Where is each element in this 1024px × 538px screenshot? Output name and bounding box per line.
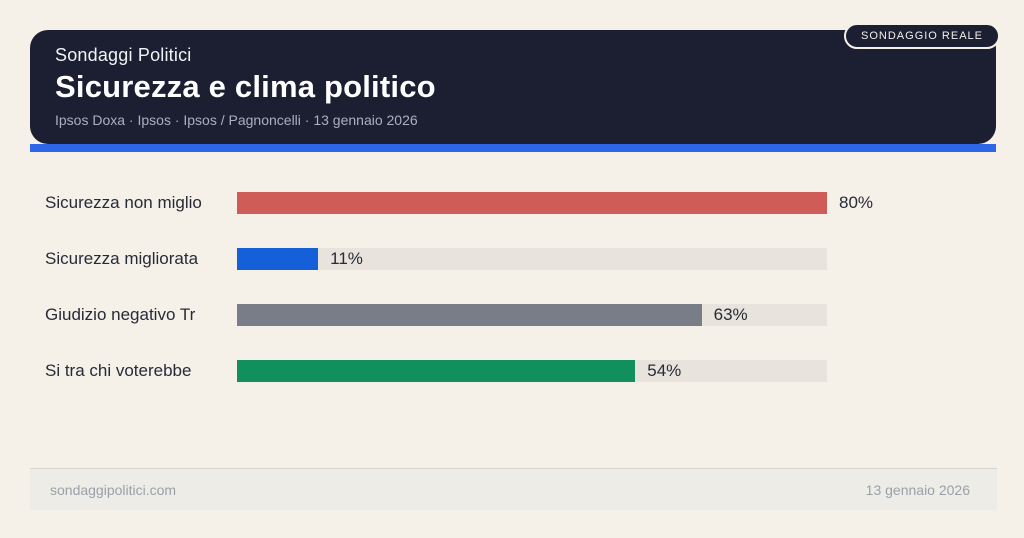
footer-bar: sondaggipolitici.com 13 gennaio 2026	[30, 468, 997, 510]
accent-divider	[30, 144, 996, 152]
bar-fill	[237, 248, 319, 270]
bar-chart: Sicurezza non miglio 80% Sicurezza migli…	[45, 192, 873, 382]
bar-track: 11%	[237, 248, 827, 270]
bar-track: 80%	[237, 192, 873, 214]
bar-value: 54%	[647, 361, 682, 380]
bar-fill	[237, 304, 702, 326]
bar-track: 54%	[237, 360, 827, 382]
bar-label: Giudizio negativo Tr	[45, 305, 196, 324]
bar-label: Sicurezza migliorata	[45, 249, 199, 268]
bar-track: 63%	[237, 304, 827, 326]
bar-fill	[237, 192, 827, 214]
bar-value: 63%	[713, 305, 748, 324]
brand-kicker: Sondaggi Politici	[55, 45, 192, 65]
bar-fill	[237, 360, 636, 382]
bar-row: Sicurezza migliorata 11%	[45, 248, 827, 270]
bar-value: 11%	[330, 249, 363, 268]
footer-site: sondaggipolitici.com	[50, 481, 177, 498]
bar-row: Giudizio negativo Tr 63%	[45, 304, 827, 326]
footer-date: 13 gennaio 2026	[865, 481, 970, 498]
bar-row: Si tra chi voterebbe 54%	[45, 360, 827, 382]
page-title: Sicurezza e clima politico	[55, 69, 436, 104]
real-poll-badge: SONDAGGIO REALE	[844, 23, 1000, 49]
bar-label: Sicurezza non miglio	[45, 193, 202, 212]
bar-label: Si tra chi voterebbe	[45, 361, 192, 380]
sources-subtitle: Ipsos Doxa · Ipsos · Ipsos / Pagnoncelli…	[55, 112, 418, 128]
header-card: Sondaggi Politici Sicurezza e clima poli…	[30, 30, 996, 144]
bar-row: Sicurezza non miglio 80%	[45, 192, 873, 214]
bar-value: 80%	[839, 193, 874, 212]
